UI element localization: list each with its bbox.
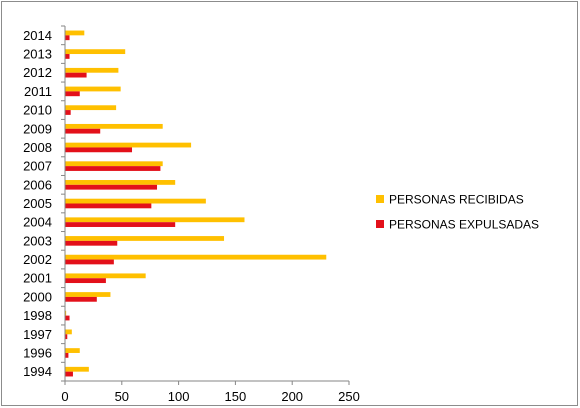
bar-recibidas-2000 — [65, 292, 111, 297]
bar-recibidas-2013 — [65, 49, 126, 55]
x-tick-label-200: 200 — [281, 389, 303, 404]
bar-expulsadas-2013 — [65, 54, 70, 59]
bar-recibidas-1998 — [65, 310, 67, 316]
bar-expulsadas-2012 — [65, 72, 87, 78]
y-tick-label-2003: 2003 — [23, 233, 52, 248]
bar-expulsadas-1997 — [65, 334, 68, 340]
x-tick-label-150: 150 — [225, 389, 247, 404]
bar-recibidas-2007 — [65, 161, 163, 167]
legend-label-expulsadas: PERSONAS EXPULSADAS — [389, 218, 539, 232]
bar-expulsadas-2006 — [65, 184, 158, 190]
y-tick-label-2006: 2006 — [23, 177, 52, 192]
bar-recibidas-2010 — [65, 105, 117, 111]
bar-recibidas-2009 — [65, 123, 163, 129]
bar-recibidas-2006 — [65, 180, 176, 185]
y-tick-label-2008: 2008 — [23, 140, 52, 155]
y-tick-label-2001: 2001 — [23, 271, 52, 286]
y-tick-label-2013: 2013 — [23, 47, 52, 62]
y-tick-label-2002: 2002 — [23, 252, 52, 267]
bar-expulsadas-2007 — [65, 166, 161, 171]
bar-expulsadas-2002 — [65, 259, 114, 265]
bar-recibidas-2004 — [65, 217, 245, 223]
bar-recibidas-2002 — [65, 254, 327, 260]
legend-swatch-expulsadas — [376, 220, 384, 228]
bar-recibidas-2014 — [65, 30, 85, 36]
y-tick-label-2010: 2010 — [23, 103, 52, 118]
bar-recibidas-1994 — [65, 366, 89, 372]
bar-recibidas-1996 — [65, 348, 80, 353]
y-tick-label-2014: 2014 — [23, 28, 52, 43]
x-tick-label-50: 50 — [115, 389, 129, 404]
bar-expulsadas-2001 — [65, 278, 106, 284]
bar-expulsadas-2010 — [65, 110, 71, 115]
y-tick-label-2000: 2000 — [23, 289, 52, 304]
bar-expulsadas-2009 — [65, 128, 101, 134]
y-tick-label-1997: 1997 — [23, 327, 52, 342]
bar-expulsadas-2014 — [65, 35, 70, 41]
bar-recibidas-2005 — [65, 198, 206, 204]
y-tick-label-2009: 2009 — [23, 121, 52, 136]
y-tick-label-2007: 2007 — [23, 159, 52, 174]
y-tick-label-1994: 1994 — [23, 364, 52, 379]
y-tick-label-2011: 2011 — [24, 84, 52, 99]
bar-recibidas-1997 — [65, 329, 72, 335]
bar-expulsadas-1994 — [65, 371, 73, 377]
bar-expulsadas-1998 — [65, 315, 70, 321]
x-tick-label-100: 100 — [168, 389, 190, 404]
bar-expulsadas-2004 — [65, 222, 176, 227]
bar-recibidas-2011 — [65, 86, 121, 92]
y-tick-label-2012: 2012 — [23, 65, 52, 80]
bar-recibidas-2012 — [65, 67, 119, 73]
x-tick-label-0: 0 — [61, 389, 68, 404]
y-tick-label-1998: 1998 — [23, 308, 52, 323]
legend-swatch-recibidas — [376, 195, 384, 203]
bar-expulsadas-2003 — [65, 240, 118, 246]
bar-expulsadas-2000 — [65, 296, 97, 302]
bar-expulsadas-1996 — [65, 352, 69, 358]
bar-expulsadas-2005 — [65, 203, 152, 209]
bar-recibidas-2003 — [65, 236, 225, 241]
bar-expulsadas-2011 — [65, 91, 80, 97]
y-tick-label-2005: 2005 — [23, 196, 52, 211]
bar-expulsadas-2008 — [65, 147, 133, 153]
bar-recibidas-2008 — [65, 142, 192, 148]
bar-recibidas-2001 — [65, 273, 146, 279]
legend-label-recibidas: PERSONAS RECIBIDAS — [389, 193, 524, 207]
y-tick-label-1996: 1996 — [23, 345, 52, 360]
y-tick-label-2004: 2004 — [23, 215, 52, 230]
x-tick-label-250: 250 — [338, 389, 360, 404]
